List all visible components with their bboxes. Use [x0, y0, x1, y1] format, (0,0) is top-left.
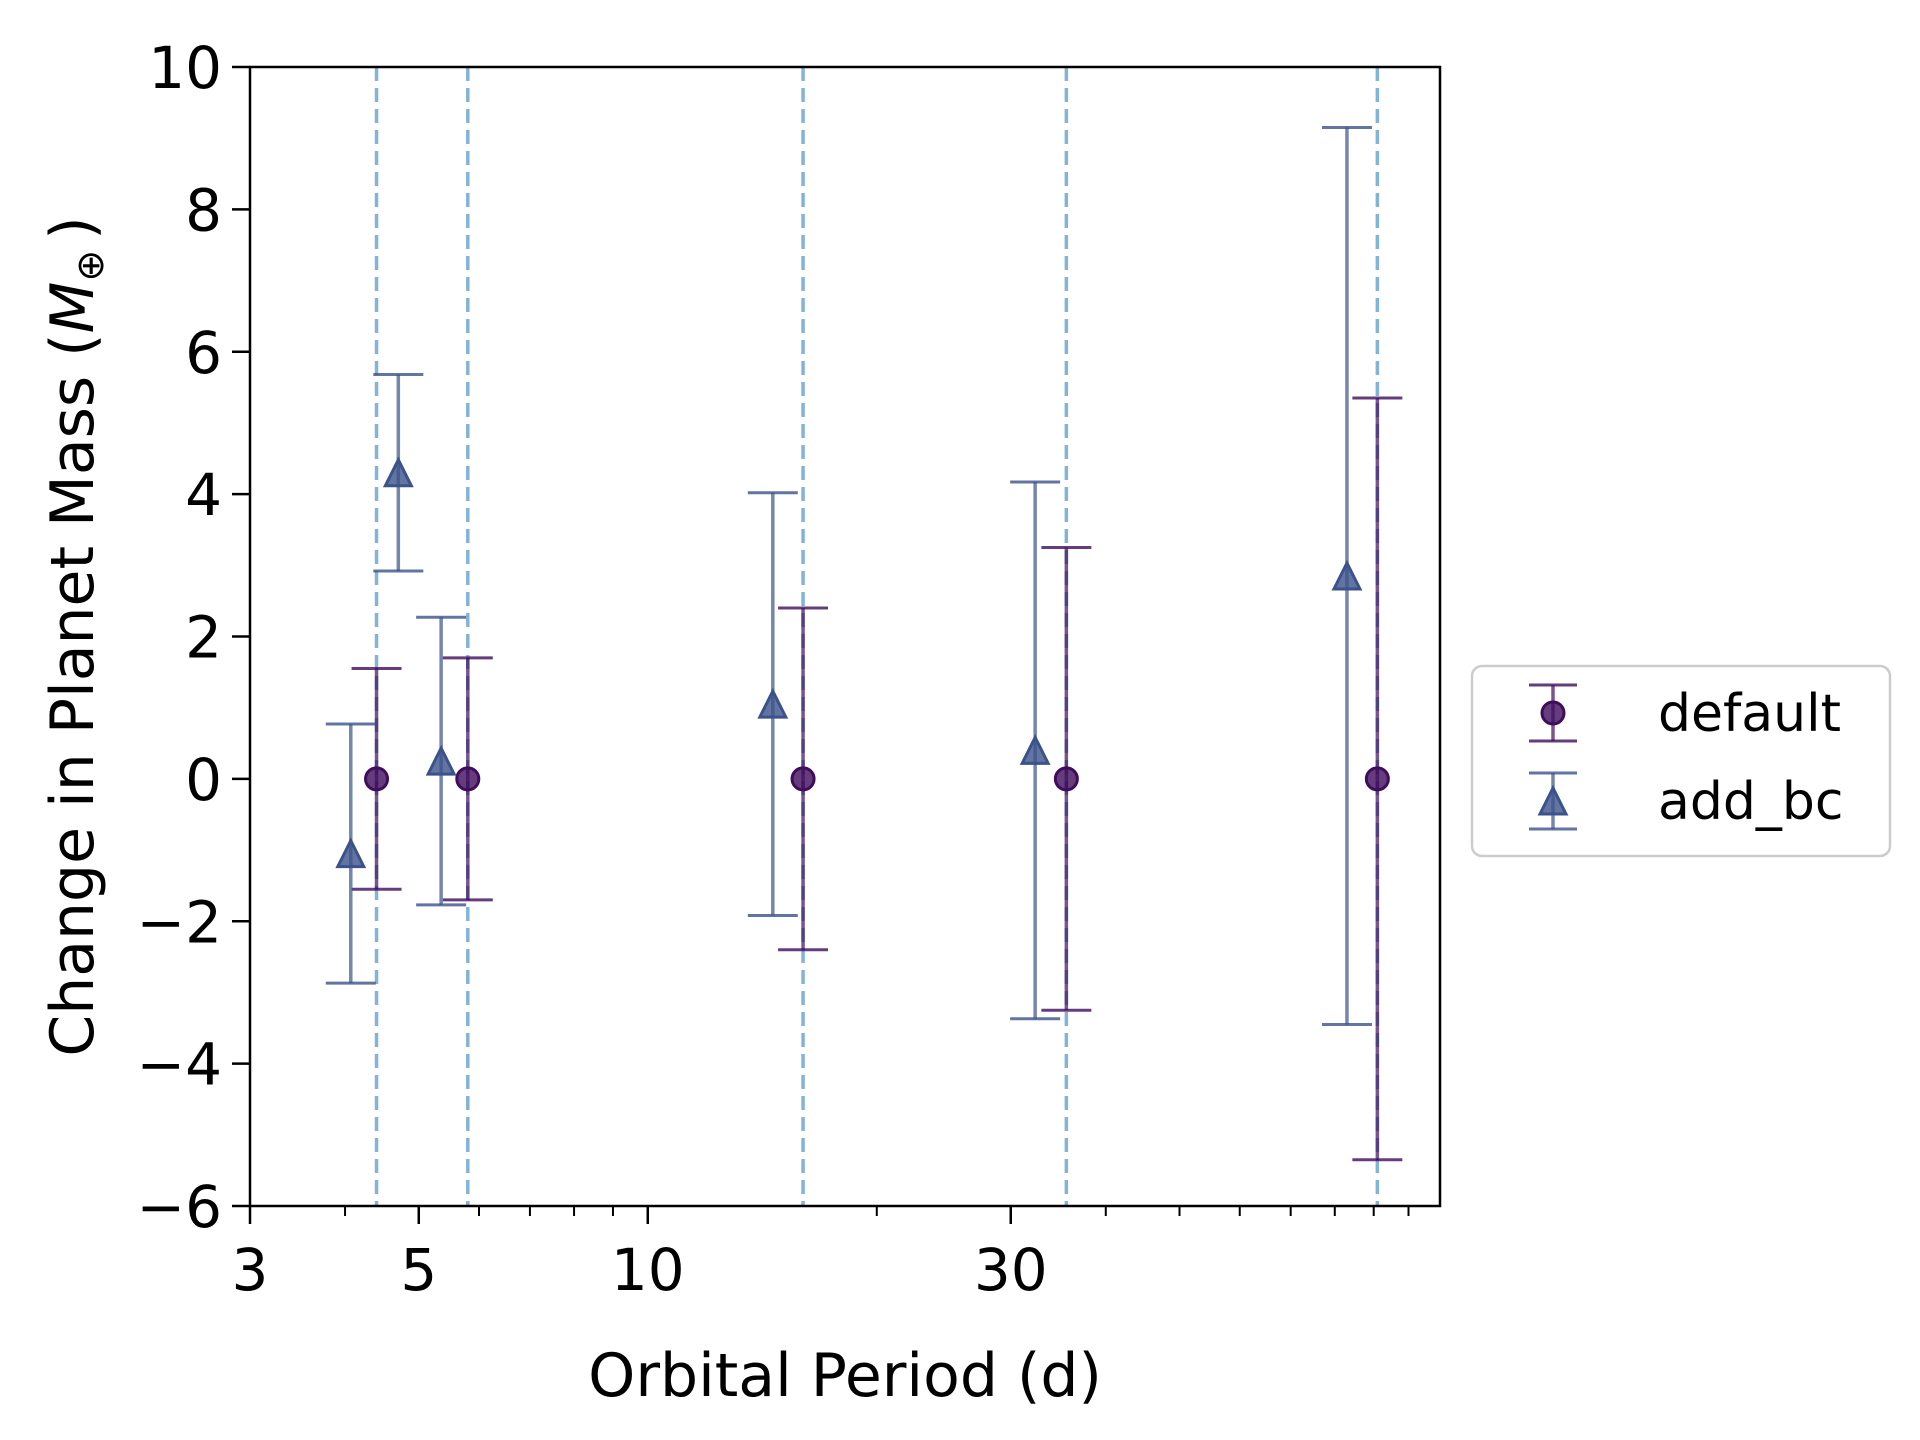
y-tick-label-7: 8 [185, 176, 222, 244]
y-tick-label-0: −6 [137, 1173, 223, 1241]
x-tick-label-1: 5 [400, 1236, 437, 1304]
y-tick-label-8: 10 [148, 34, 222, 102]
point-add_bc-1 [382, 456, 414, 488]
point-add_bc-2 [425, 744, 457, 776]
x-tick-label-2: 10 [611, 1236, 685, 1304]
y-axis-label-symbol: M [38, 282, 108, 334]
y-axis-label-subscript: ⊕ [68, 250, 112, 282]
legend-frame [1470, 664, 1892, 858]
x-axis-ticks: 3 5 10 30 [232, 1206, 1410, 1304]
data-markers [335, 456, 1390, 869]
point-add_bc-5 [1331, 559, 1363, 591]
legend: default add_bc [1470, 664, 1892, 858]
point-add_bc-3 [757, 687, 789, 719]
y-tick-label-5: 4 [185, 461, 222, 529]
y-tick-label-6: 6 [185, 319, 222, 387]
y-axis-ticks: −6 −4 −2 0 2 4 6 8 10 [137, 34, 250, 1241]
y-tick-label-1: −4 [137, 1031, 223, 1099]
x-axis-label: Orbital Period (d) [588, 1341, 1102, 1411]
point-default-0 [364, 766, 390, 792]
y-tick-label-2: −2 [137, 888, 223, 956]
point-default-1 [455, 766, 481, 792]
y-tick-label-4: 2 [185, 604, 222, 672]
point-add_bc-4 [1019, 734, 1051, 765]
y-axis-label-close: ) [38, 216, 108, 239]
legend-marker-default [1540, 700, 1566, 726]
y-axis-label-main: Change in Planet Mass ( [38, 333, 108, 1056]
y-axis-label: Change in Planet Mass (M⊕) [38, 216, 112, 1056]
point-add_bc-0 [335, 837, 367, 869]
point-default-4 [1364, 766, 1390, 792]
x-tick-label-3: 30 [974, 1236, 1048, 1304]
point-default-3 [1053, 766, 1079, 792]
point-default-2 [790, 766, 816, 792]
x-tick-label-0: 3 [232, 1236, 269, 1304]
legend-label-add_bc: add_bc [1658, 772, 1843, 832]
y-tick-label-3: 0 [185, 746, 222, 814]
legend-marker-add_bc [1537, 784, 1569, 816]
legend-label-default: default [1658, 684, 1841, 744]
